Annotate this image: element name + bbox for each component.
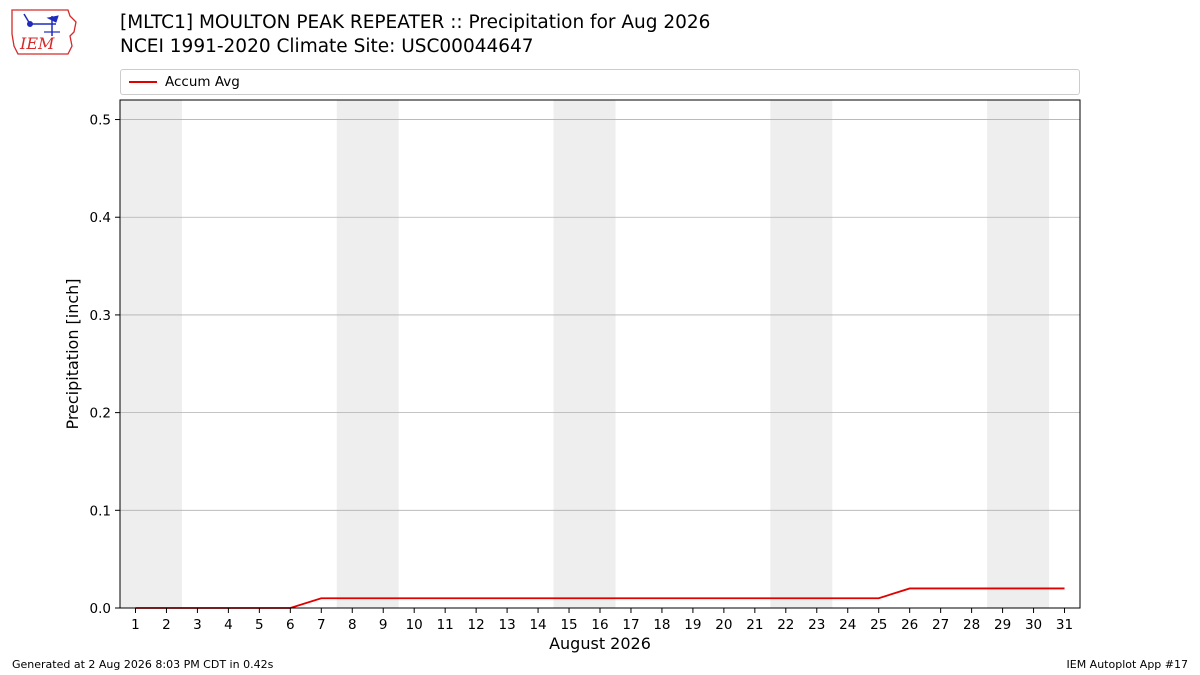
x-tick-label: 3: [193, 617, 202, 633]
x-tick-label: 19: [684, 617, 701, 633]
x-axis-label: August 2026: [549, 634, 651, 653]
x-tick-label: 6: [286, 617, 295, 633]
weekend-band: [987, 100, 1050, 608]
x-tick-label: 13: [499, 617, 516, 633]
x-tick-label: 22: [777, 617, 794, 633]
legend-line-accum-avg: [129, 81, 157, 83]
x-tick-label: 21: [746, 617, 763, 633]
x-tick-label: 17: [622, 617, 639, 633]
x-tick-label: 16: [591, 617, 608, 633]
x-tick-label: 11: [437, 617, 454, 633]
y-tick-label: 0.5: [90, 113, 111, 129]
chart-subtitle: NCEI 1991-2020 Climate Site: USC00044647: [120, 36, 534, 57]
x-tick-label: 2: [162, 617, 171, 633]
y-tick-label: 0.2: [90, 406, 111, 422]
x-tick-label: 1: [131, 617, 140, 633]
y-tick-label: 0.0: [90, 601, 111, 617]
x-tick-label: 20: [715, 617, 732, 633]
legend: Accum Avg: [120, 69, 1080, 95]
x-tick-label: 18: [653, 617, 670, 633]
x-tick-label: 28: [963, 617, 980, 633]
x-tick-label: 26: [901, 617, 918, 633]
x-tick-label: 29: [994, 617, 1011, 633]
weekend-band: [553, 100, 616, 608]
x-tick-label: 7: [317, 617, 326, 633]
x-tick-label: 27: [932, 617, 949, 633]
x-tick-label: 24: [839, 617, 856, 633]
weekend-band: [770, 100, 833, 608]
x-tick-label: 15: [560, 617, 577, 633]
weekend-band: [120, 100, 182, 608]
x-tick-label: 10: [406, 617, 423, 633]
y-tick-label: 0.1: [90, 503, 111, 519]
x-tick-label: 4: [224, 617, 233, 633]
x-tick-label: 14: [529, 617, 546, 633]
x-tick-label: 31: [1056, 617, 1073, 633]
y-tick-label: 0.4: [90, 210, 111, 226]
x-tick-label: 8: [348, 617, 357, 633]
x-tick-label: 30: [1025, 617, 1042, 633]
y-axis-label: Precipitation [inch]: [63, 278, 82, 429]
iowa-outline-icon: [11, 9, 77, 55]
legend-label-accum-avg: Accum Avg: [165, 74, 240, 90]
x-tick-label: 23: [808, 617, 825, 633]
y-tick-label: 0.3: [90, 308, 111, 324]
app-footer: IEM Autoplot App #17: [1066, 658, 1189, 671]
chart-title: [MLTC1] MOULTON PEAK REPEATER :: Precipi…: [120, 12, 711, 33]
x-tick-label: 9: [379, 617, 388, 633]
logo-text: IEM: [19, 34, 55, 53]
x-tick-label: 12: [468, 617, 485, 633]
x-tick-label: 25: [870, 617, 887, 633]
weather-instrument-icon: [23, 13, 60, 36]
weekend-band: [336, 100, 399, 608]
generated-footer: Generated at 2 Aug 2026 8:03 PM CDT in 0…: [12, 658, 274, 671]
iem-logo: IEM: [11, 9, 77, 55]
x-tick-label: 5: [255, 617, 264, 633]
